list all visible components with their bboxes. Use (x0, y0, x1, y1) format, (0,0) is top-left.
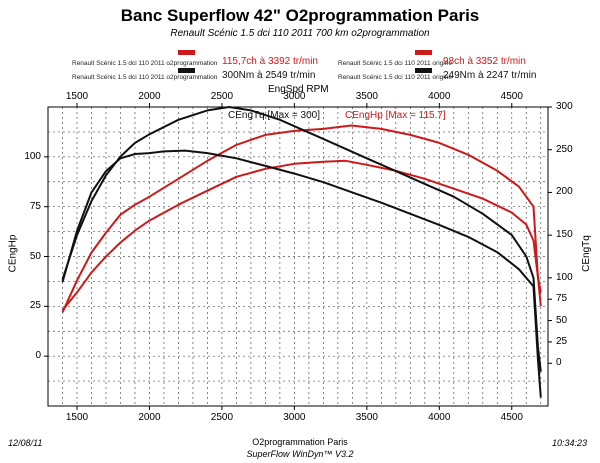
series-line-1 (61, 159, 542, 311)
footer-line1: O2programmation Paris (252, 437, 348, 447)
x-tick-label-bottom: 4000 (428, 412, 451, 423)
legend-name-power-o2: Renault Scénic 1.5 dci 110 2011 o2progra… (72, 60, 218, 67)
y-left-tick-label: 75 (29, 200, 41, 212)
x-tick-label-top: 1500 (65, 91, 89, 102)
annotation-torque-max: CEngTq [Max = 300] (228, 110, 320, 121)
y-right-tick-label: 25 (556, 335, 568, 347)
footer-line2: SuperFlow WinDyn™ V3.2 (246, 449, 354, 459)
x-tick-label-bottom: 2500 (210, 412, 234, 423)
chart-title: Banc Superflow 42" O2programmation Paris (120, 6, 480, 25)
x-tick-label-top: 3000 (283, 91, 306, 102)
series-line-0 (61, 124, 542, 313)
x-axis-title-top: EngSpd RPM (268, 84, 329, 95)
x-tick-label-top: 4500 (500, 91, 523, 102)
y-left-tick-label: 50 (29, 250, 41, 262)
y-right-tick-label: 75 (556, 293, 568, 305)
y-right-tick-label: 150 (556, 229, 573, 241)
legend-name-power-origine: Renault Scénic 1.5 dci 110 2011 origine (338, 60, 452, 67)
series-line-2 (61, 106, 542, 372)
y-right-tick-label: 0 (556, 357, 562, 369)
tick-marks (44, 103, 552, 410)
series-lines (61, 106, 542, 398)
x-tick-label-top: 3500 (355, 91, 378, 102)
y-axis-title-right: CEngTq (580, 235, 592, 272)
y-left-tick-label: 25 (29, 300, 41, 312)
legend-value-torque-origine: 249Nm à 2247 tr/min (443, 70, 537, 81)
y-right-tick-label: 200 (556, 186, 573, 198)
legend-value-power-o2: 115,7ch à 3392 tr/min (222, 56, 318, 67)
legend-swatch-power-origine (415, 50, 432, 55)
legend-value-torque-o2: 300Nm à 2549 tr/min (222, 70, 316, 81)
legend-name-torque-origine: Renault Scénic 1.5 dci 110 2011 origine (338, 74, 452, 81)
x-tick-label-bottom: 4500 (500, 412, 523, 423)
legend-value-power-origine: 98ch à 3352 tr/min (443, 56, 526, 67)
x-tick-label-top: 2000 (138, 91, 161, 102)
chart-subtitle: Renault Scénic 1.5 dci 110 2011 700 km o… (170, 28, 430, 39)
y-right-tick-label: 250 (556, 143, 573, 155)
y-right-tick-label: 50 (556, 314, 568, 326)
y-left-tick-label: 0 (35, 350, 41, 362)
series-line-3 (61, 149, 542, 398)
annotation-power-max: CEngHp [Max = 115.7] (345, 110, 446, 121)
legend-swatch-torque-origine (415, 68, 432, 73)
y-right-tick-label: 300 (556, 101, 573, 112)
footer-date: 12/08/11 (8, 438, 43, 448)
legend-swatch-torque-o2 (178, 68, 195, 73)
x-tick-label-top: 4000 (428, 91, 451, 102)
x-tick-label-bottom: 3000 (283, 412, 306, 423)
y-left-tick-label: 100 (24, 150, 41, 162)
y-right-tick-label: 100 (556, 271, 573, 283)
x-tick-label-bottom: 2000 (138, 412, 161, 423)
legend-name-torque-o2: Renault Scénic 1.5 dci 110 2011 o2progra… (72, 74, 218, 81)
x-tick-label-bottom: 1500 (65, 412, 89, 423)
footer-time: 10:34:23 (552, 438, 588, 448)
legend-swatch-power-o2 (178, 50, 195, 55)
chart-grid (48, 107, 548, 406)
x-tick-label-bottom: 3500 (355, 412, 378, 423)
x-tick-label-top: 2500 (210, 91, 234, 102)
